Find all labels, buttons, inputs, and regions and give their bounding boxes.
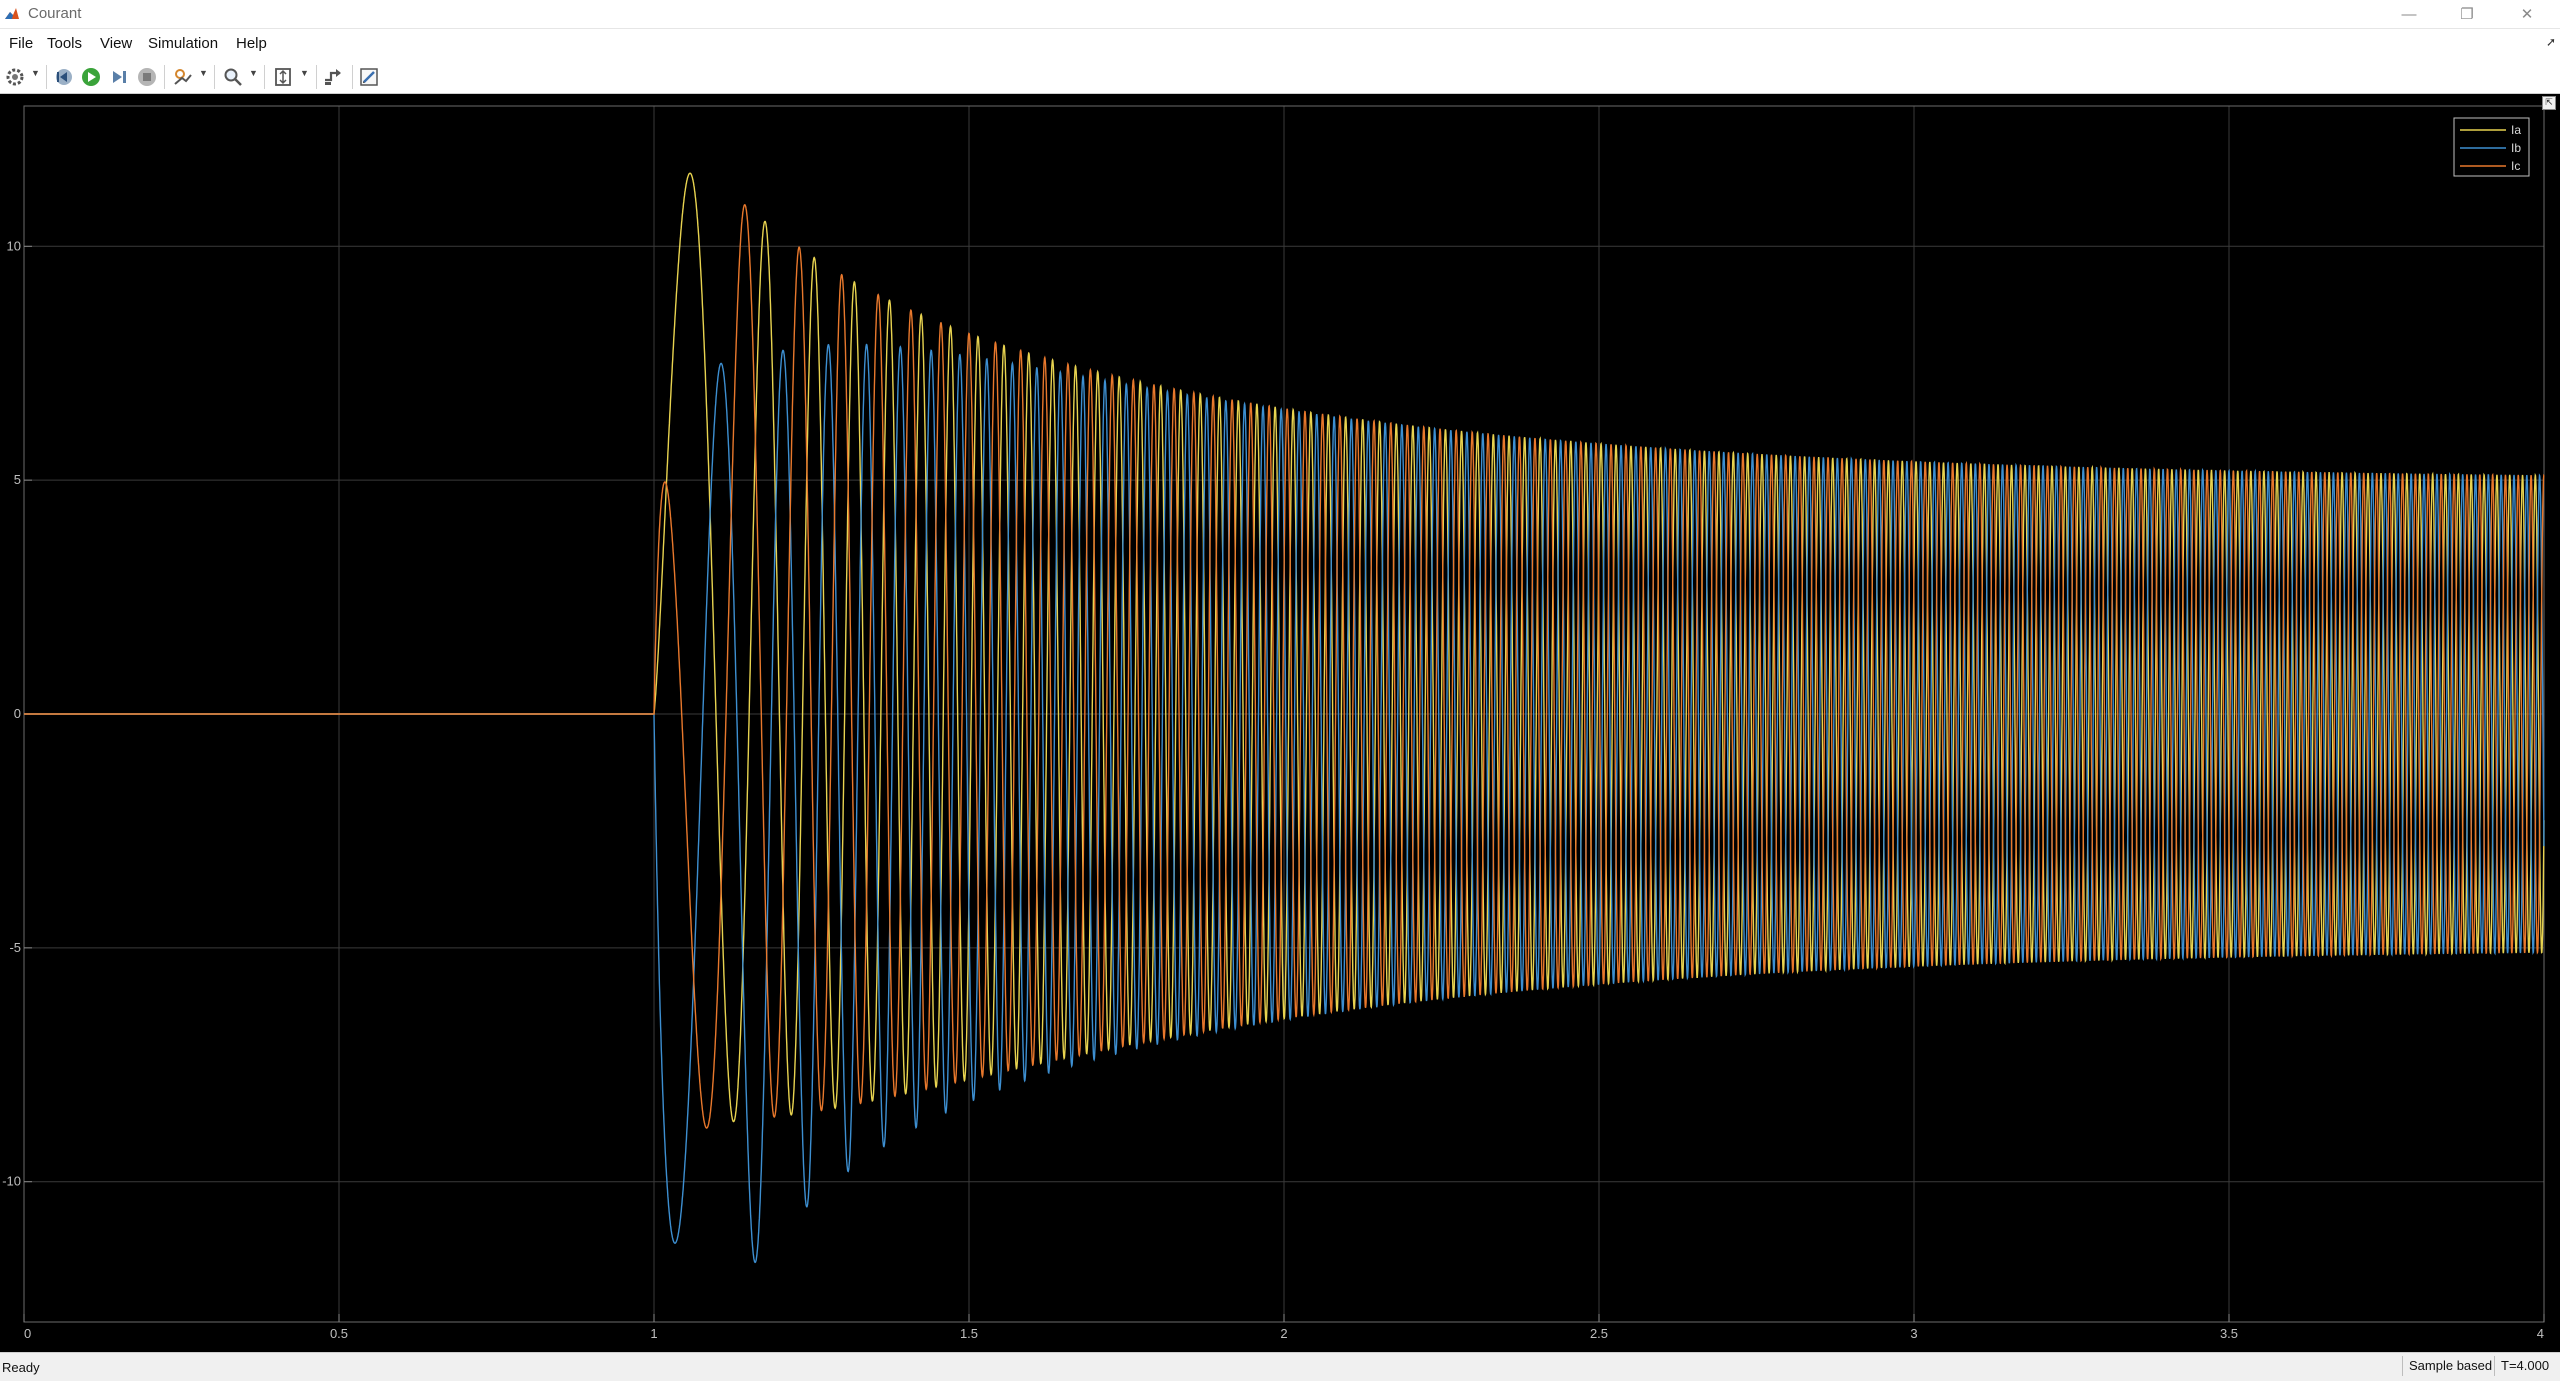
title-bar: Courant — ❐ ✕ [0, 0, 2560, 29]
toolbar: ▼ ▼ [0, 59, 2560, 94]
menu-bar: File Tools View Simulation Help ➚ [0, 29, 2560, 59]
menu-file[interactable]: File [9, 35, 34, 52]
settings-icon [6, 68, 24, 86]
series-lines [24, 172, 2545, 1264]
menu-view[interactable]: View [100, 35, 133, 52]
scope-display[interactable]: 0 0.5 1 1.5 2 2.5 3 3.5 4 10 5 0 -5 -10 Ia Ib Ic ⇱ [0, 94, 2560, 1352]
x-tick-label: 0.5 [330, 1326, 348, 1341]
edit-icon [360, 68, 378, 86]
close-icon: ✕ [2520, 6, 2534, 23]
restore-icon: ❐ [2460, 6, 2474, 23]
toolbar-separator [352, 65, 353, 89]
x-tick-label: 2 [1280, 1326, 1287, 1341]
y-tick-label: 0 [14, 706, 21, 721]
restore-button[interactable]: ❐ [2438, 0, 2496, 28]
toolbar-separator [214, 65, 215, 89]
minimize-icon: — [2401, 5, 2417, 23]
x-tick-label: 2.5 [1590, 1326, 1608, 1341]
fit-axes-button[interactable] [272, 66, 294, 88]
simulation-time-field: T=4.000 [2494, 1356, 2555, 1376]
toolbar-separator [316, 65, 317, 89]
series-line-ic [24, 203, 2545, 1129]
undock-icon[interactable]: ⇱ [2542, 96, 2556, 110]
x-tick-label: 1.5 [960, 1326, 978, 1341]
legend-label: Ic [2511, 159, 2520, 173]
stop-icon [138, 68, 156, 86]
matlab-app-icon [4, 6, 20, 22]
x-tick-label: 3 [1910, 1326, 1917, 1341]
edit-button[interactable] [358, 66, 380, 88]
y-tick-label: -10 [2, 1174, 21, 1189]
highlight-dropdown-icon[interactable]: ▼ [199, 68, 208, 78]
settings-dropdown-icon[interactable]: ▼ [31, 68, 40, 78]
legend-label: Ib [2511, 141, 2521, 155]
y-tick-label: -5 [9, 940, 21, 955]
run-button[interactable] [80, 66, 102, 88]
highlight-icon [174, 69, 192, 85]
window-title: Courant [28, 5, 82, 22]
fit-axes-icon [275, 68, 291, 86]
zoom-button[interactable] [222, 66, 244, 88]
toolbar-separator [264, 65, 265, 89]
close-button[interactable]: ✕ [2498, 0, 2556, 28]
sample-mode-field: Sample based [2402, 1356, 2498, 1376]
x-tick-label: 4 [2537, 1326, 2544, 1341]
expand-toolstrip-icon[interactable]: ➚ [2545, 35, 2556, 49]
fit-axes-dropdown-icon[interactable]: ▼ [300, 68, 309, 78]
stop-button[interactable] [136, 66, 158, 88]
minimize-button[interactable]: — [2380, 0, 2438, 28]
menu-simulation[interactable]: Simulation [148, 35, 219, 52]
menu-tools[interactable]: Tools [47, 35, 83, 52]
x-tick-label: 1 [650, 1326, 657, 1341]
toolbar-separator [46, 65, 47, 89]
toolbar-separator [164, 65, 165, 89]
step-forward-button[interactable] [108, 66, 130, 88]
zoom-icon [224, 68, 242, 86]
signal-icon [325, 69, 341, 85]
menu-help[interactable]: Help [236, 35, 267, 52]
status-text: Ready [2, 1360, 40, 1375]
y-tick-label: 10 [7, 238, 21, 253]
status-bar: Ready Sample based T=4.000 [0, 1352, 2560, 1381]
step-back-button[interactable] [52, 66, 74, 88]
highlight-button[interactable] [172, 66, 194, 88]
scope-plot[interactable]: 0 0.5 1 1.5 2 2.5 3 3.5 4 10 5 0 -5 -10 Ia Ib Ic [0, 94, 2560, 1352]
zoom-dropdown-icon[interactable]: ▼ [249, 68, 258, 78]
settings-button[interactable] [4, 66, 26, 88]
step-forward-icon [113, 71, 126, 83]
legend-label: Ia [2511, 123, 2521, 137]
legend[interactable]: Ia Ib Ic [2453, 117, 2530, 177]
series-line-ib [24, 343, 2545, 1264]
y-tick-label: 5 [14, 472, 21, 487]
step-back-icon [56, 69, 72, 85]
x-tick-label: 0 [24, 1326, 31, 1341]
x-tick-label: 3.5 [2220, 1326, 2238, 1341]
run-icon [82, 68, 100, 86]
signal-selector-button[interactable] [322, 66, 344, 88]
